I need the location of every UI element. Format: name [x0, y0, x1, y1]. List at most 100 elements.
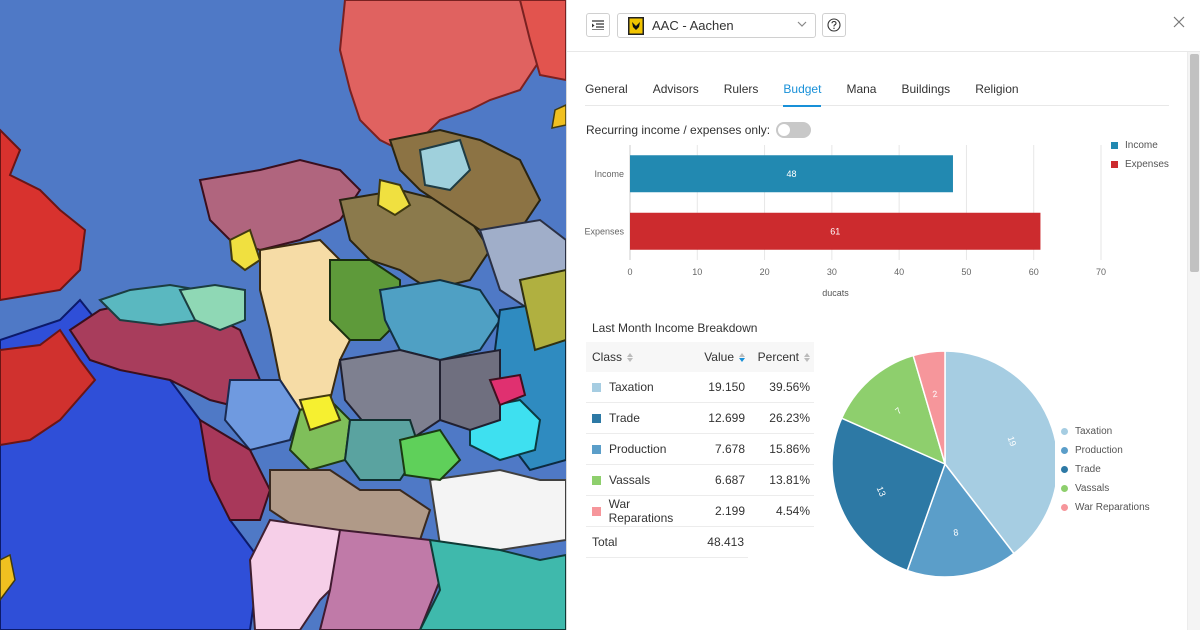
sort-icon	[627, 352, 634, 362]
pie-legend-item[interactable]: Taxation	[1061, 422, 1150, 441]
pie-slice-vassals[interactable]	[840, 354, 947, 466]
world-map[interactable]	[0, 0, 566, 630]
tab-mana[interactable]: Mana	[846, 82, 877, 96]
help-button[interactable]	[822, 13, 846, 37]
legend-item-income[interactable]: Income	[1111, 136, 1169, 155]
pie-legend-item[interactable]: Trade	[1061, 460, 1150, 479]
header-value-label: Value	[704, 350, 734, 364]
scrollbar-thumb[interactable]	[1190, 54, 1199, 272]
class-cell: War Reparations	[586, 497, 694, 525]
value-cell: 2.199	[714, 504, 745, 518]
percent-cell: 39.56%	[769, 380, 810, 394]
total-label: Total	[592, 535, 618, 549]
class-cell: Taxation	[586, 380, 694, 394]
country-select[interactable]: AAC - Aachen	[617, 13, 816, 38]
pie-legend-item[interactable]: Production	[1061, 441, 1150, 460]
header-percent-label: Percent	[757, 350, 799, 364]
class-label: Vassals	[609, 473, 651, 487]
table-row: Trade 12.699 26.23%	[586, 403, 814, 434]
panel-scrollbar[interactable]	[1187, 52, 1200, 630]
pie-legend-label: Taxation	[1075, 426, 1113, 437]
value-cell: 7.678	[714, 442, 745, 456]
pie-data-label: 2	[932, 389, 938, 400]
tab-budget[interactable]: Budget	[783, 76, 822, 107]
x-tick-label: 20	[760, 267, 770, 277]
percent-cell: 13.81%	[769, 473, 810, 487]
legend-item-expenses[interactable]: Expenses	[1111, 155, 1169, 174]
value-cell: 6.687	[714, 473, 745, 487]
list-indent-icon	[592, 20, 604, 30]
recurring-toggle-label: Recurring income / expenses only:	[586, 123, 771, 137]
pie-slice-taxation[interactable]	[944, 350, 1055, 555]
pie-slice-war-reparations[interactable]	[912, 350, 946, 465]
header-class[interactable]: Class	[586, 350, 694, 364]
legend-dot	[1061, 447, 1068, 454]
pie-legend-label: Vassals	[1075, 483, 1110, 494]
pie-legend-item[interactable]: Vassals	[1061, 479, 1150, 498]
map-provinces[interactable]	[0, 0, 566, 630]
income-pie-chart: 19 8 13 7 2	[831, 350, 1055, 578]
total-value: 48.413	[707, 535, 744, 549]
x-tick-label: 30	[827, 267, 837, 277]
pie-data-label: 13	[875, 485, 888, 498]
table-total-row: Total 48.413	[586, 527, 748, 558]
table-row: War Reparations 2.199 4.54%	[586, 496, 814, 527]
pie-legend-label: War Reparations	[1075, 502, 1150, 513]
x-tick-label: 0	[627, 267, 632, 277]
class-swatch	[592, 475, 601, 485]
close-icon[interactable]	[1171, 14, 1187, 30]
panel-header: AAC - Aachen	[567, 0, 1200, 52]
bar-data-label: 61	[830, 226, 840, 236]
toggle-knob	[778, 124, 791, 136]
tab-general[interactable]: General	[585, 82, 628, 96]
class-swatch	[592, 506, 601, 516]
income-breakdown-table: Class Value Percent Taxation 19.150 39.56%…	[586, 342, 814, 558]
pie-data-label: 8	[953, 527, 960, 538]
bar-income[interactable]	[630, 155, 953, 193]
class-swatch	[592, 444, 601, 454]
legend-swatch-income	[1111, 142, 1118, 149]
legend-dot	[1061, 485, 1068, 492]
sort-icon	[804, 352, 810, 362]
table-row: Vassals 6.687 13.81%	[586, 465, 814, 496]
tab-buildings[interactable]: Buildings	[901, 82, 951, 96]
tab-advisors[interactable]: Advisors	[652, 82, 699, 96]
tab-religion[interactable]: Religion	[975, 82, 1019, 96]
recurring-toggle[interactable]	[776, 122, 812, 138]
tab-rulers[interactable]: Rulers	[723, 82, 759, 96]
class-cell: Vassals	[586, 473, 694, 487]
value-cell: 19.150	[708, 380, 745, 394]
pie-slice-trade[interactable]	[831, 417, 946, 572]
table-row: Production 7.678 15.86%	[586, 434, 814, 465]
class-label: Taxation	[609, 380, 654, 394]
header-value[interactable]: Value	[694, 350, 749, 364]
legend-dot	[1061, 504, 1068, 511]
pie-slice-production[interactable]	[906, 462, 1015, 578]
bar-data-label: 48	[786, 169, 796, 179]
table-header: Class Value Percent	[586, 342, 814, 372]
menu-button[interactable]	[586, 13, 610, 37]
legend-dot	[1061, 428, 1068, 435]
aachen-flag-icon	[628, 16, 644, 35]
class-cell: Production	[586, 442, 694, 456]
header-class-label: Class	[592, 350, 623, 364]
header-percent[interactable]: Percent	[749, 350, 814, 364]
class-label: Trade	[609, 411, 640, 425]
bar-chart-legend: Income Expenses	[1111, 136, 1169, 174]
y-category-label: Income	[594, 169, 624, 179]
class-label: Production	[609, 442, 667, 456]
value-cell: 12.699	[708, 411, 745, 425]
sort-desc-icon	[739, 352, 745, 362]
tab-bar: General Advisors Rulers Budget Mana Buil…	[585, 76, 1169, 107]
pie-legend-label: Production	[1075, 445, 1123, 456]
x-tick-label: 40	[894, 267, 904, 277]
pie-legend-item[interactable]: War Reparations	[1061, 498, 1150, 517]
percent-cell: 4.54%	[775, 504, 810, 518]
x-tick-label: 60	[1029, 267, 1039, 277]
x-axis-label: ducats	[822, 288, 849, 298]
x-tick-label: 10	[692, 267, 702, 277]
pie-data-label: 19	[1006, 435, 1019, 448]
bar-expenses[interactable]	[630, 212, 1041, 250]
percent-cell: 15.86%	[769, 442, 810, 456]
legend-swatch-expenses	[1111, 161, 1118, 168]
